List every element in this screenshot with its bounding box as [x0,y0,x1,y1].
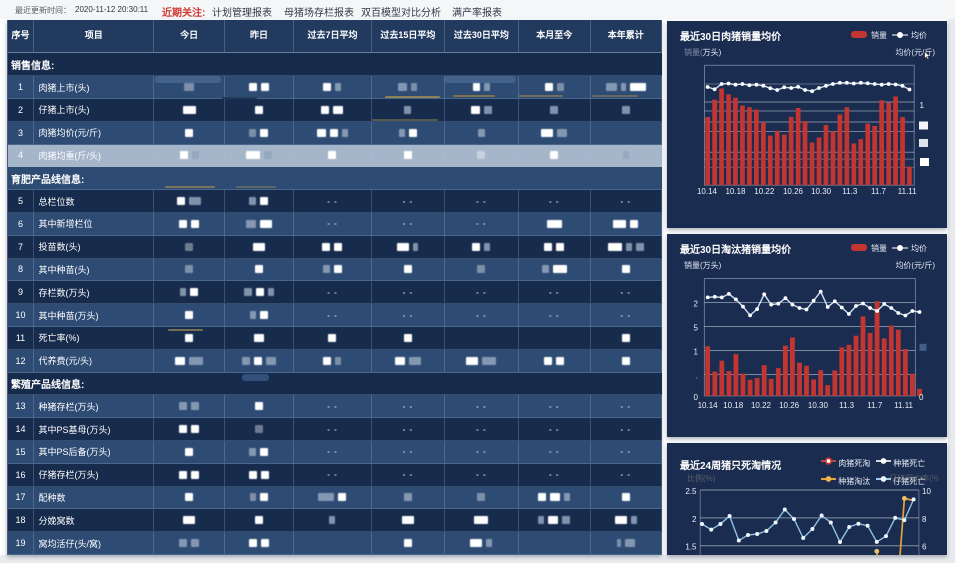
svg-text:10.26: 10.26 [779,401,800,410]
svg-text:10.22: 10.22 [754,187,775,196]
svg-text:1.5: 1.5 [685,543,697,552]
svg-text:10.18: 10.18 [725,187,746,196]
svg-text:0: 0 [694,393,699,402]
svg-text:10.30: 10.30 [811,187,832,196]
svg-text:11.7: 11.7 [867,401,883,410]
svg-text:8: 8 [922,515,927,524]
svg-text:0: 0 [919,393,924,402]
svg-text:5: 5 [694,324,699,333]
svg-text:1: 1 [920,101,925,110]
svg-text:11.11: 11.11 [894,401,913,410]
svg-text:11.3: 11.3 [842,187,858,196]
svg-text:.: . [696,372,698,381]
svg-text:10.26: 10.26 [783,187,804,196]
svg-text:11.7: 11.7 [871,187,887,196]
svg-text:1: 1 [694,348,699,357]
svg-text:10.18: 10.18 [723,401,744,410]
svg-text:2: 2 [692,515,697,524]
svg-text:11.11: 11.11 [898,187,917,196]
svg-text:10.22: 10.22 [751,401,772,410]
svg-text:10.14: 10.14 [697,187,718,196]
svg-text:2: 2 [694,300,699,309]
svg-text:10.30: 10.30 [808,401,829,410]
svg-text:10.14: 10.14 [698,401,719,410]
svg-text:6: 6 [922,543,927,552]
svg-text:11.3: 11.3 [839,401,855,410]
svg-text:2.5: 2.5 [685,487,697,496]
svg-text:10: 10 [922,487,931,496]
